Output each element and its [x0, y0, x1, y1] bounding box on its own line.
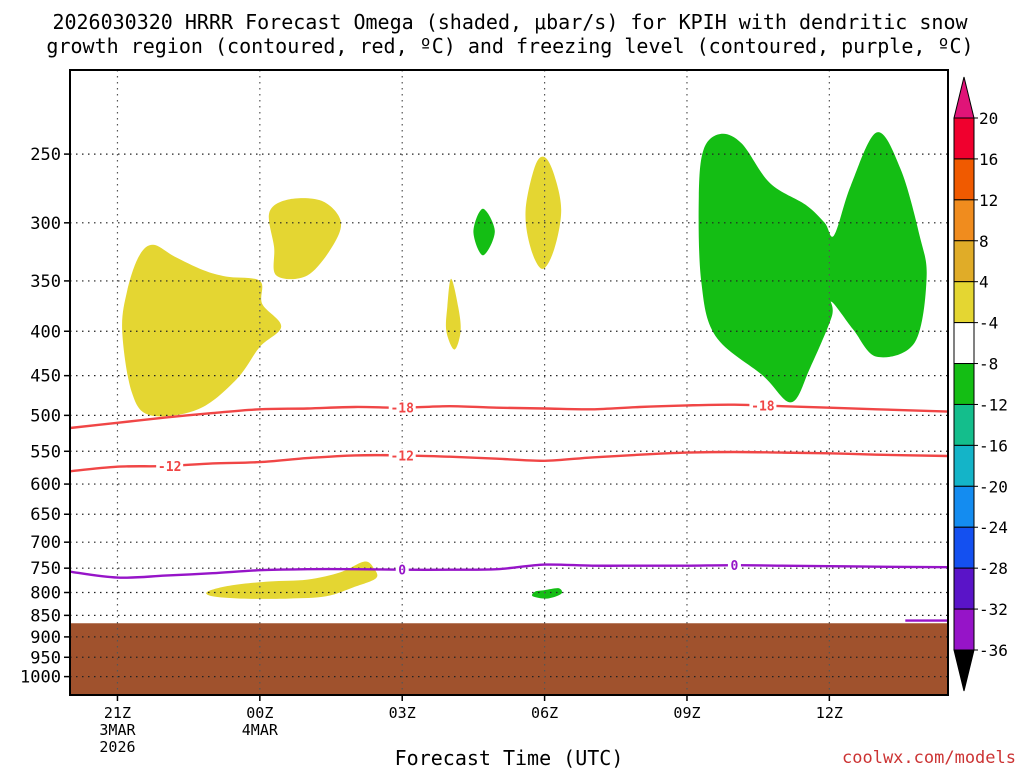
x-tick-label: 03Z [389, 704, 416, 722]
colorbar-label: -20 [979, 477, 1008, 496]
contour-label-background [749, 398, 777, 413]
y-tick-label: 850 [30, 606, 61, 626]
x-axis-title: Forecast Time (UTC) [395, 746, 624, 768]
colorbar-swatch [953, 281, 975, 324]
contour-label: -18 [751, 399, 775, 414]
contour-label-background [388, 448, 416, 463]
colorbar-label: -28 [979, 559, 1008, 578]
colorbar-swatch [953, 526, 975, 569]
grid-layer [70, 70, 948, 695]
chart-title-line-1: 2026030320 HRRR Forecast Omega (shaded, … [52, 10, 968, 34]
colorbar-swatch [953, 403, 975, 446]
contour-label-background [395, 562, 409, 577]
terrain-layer [70, 623, 948, 695]
colorbar-label: 8 [979, 232, 989, 251]
omega-region [206, 561, 378, 599]
omega-region [473, 208, 495, 256]
colorbar-swatch [953, 199, 975, 242]
y-tick-label: 300 [30, 214, 61, 234]
contour-label: -18 [390, 402, 414, 417]
credit-text: coolwx.com/models [842, 748, 1016, 768]
terrain-below-ground [70, 623, 948, 695]
colorbar-swatch [953, 158, 975, 201]
x-tick-label: 12Z [816, 704, 843, 722]
y-tick-label: 1000 [20, 668, 61, 688]
colorbar-label: -8 [979, 355, 998, 374]
colorbar-label: 16 [979, 150, 998, 169]
colorbar-label: -12 [979, 395, 1008, 414]
omega-region [698, 132, 927, 403]
x-tick-label: 00Z [246, 704, 273, 722]
contour-label-background [388, 400, 416, 415]
x-tick-label: 2026 [99, 738, 135, 756]
chart-title: 2026030320 HRRR Forecast Omega (shaded, … [46, 10, 973, 58]
contour-line [69, 563, 949, 579]
y-tick-label: 600 [30, 475, 61, 495]
contour-label: -12 [390, 449, 413, 464]
colorbar-swatch [953, 363, 975, 405]
colorbar-swatch [953, 608, 975, 651]
omega-region [525, 156, 562, 269]
colorbar-label: 4 [979, 273, 989, 292]
contour-label-background [727, 558, 741, 573]
y-tick-label: 500 [30, 406, 61, 426]
colorbar-bottom-arrow [953, 649, 975, 692]
contour-label: 0 [398, 564, 406, 579]
y-tick-label: 400 [30, 322, 61, 342]
contour-line [69, 450, 949, 473]
colorbar-label: -36 [979, 641, 1008, 660]
y-tick-label: 250 [30, 145, 61, 165]
x-tick-label: 09Z [673, 704, 700, 722]
x-tick-label: 06Z [531, 704, 558, 722]
x-tick-label: 4MAR [242, 721, 279, 739]
colorbar-swatch [953, 322, 975, 365]
colorbar-swatch [953, 444, 975, 487]
y-tick-label: 450 [30, 367, 61, 387]
colorbar-label: -16 [979, 436, 1008, 455]
colorbar: 20 16 12 8 4 -4 -8 -12 -16 -20 -24 -28 -32 -36 [953, 76, 1008, 692]
contour-label: 0 [731, 559, 739, 574]
colorbar-swatch [953, 240, 975, 283]
contour-label: -12 [158, 460, 181, 475]
contour-layer: -18 -18 -12 -12 0 0 [69, 398, 949, 622]
omega-shading-layer [122, 132, 927, 599]
y-tick-label: 350 [30, 272, 61, 292]
y-tick-label: 650 [30, 505, 61, 525]
y-tick-label: 800 [30, 584, 61, 604]
colorbar-swatch [953, 117, 975, 160]
y-tick-label: 950 [30, 648, 61, 668]
colorbar-label: -32 [979, 600, 1008, 619]
x-tick-label: 21Z [104, 704, 131, 722]
contour-label-background [156, 459, 184, 474]
colorbar-label: -4 [979, 314, 998, 333]
y-tick-label: 900 [30, 628, 61, 648]
contour-line [69, 403, 949, 430]
colorbar-label: -24 [979, 518, 1008, 537]
colorbar-label: 12 [979, 191, 998, 210]
y-tick-label: 700 [30, 533, 61, 553]
omega-region [531, 588, 563, 599]
colorbar-swatch [953, 567, 975, 610]
omega-region [268, 198, 342, 280]
y-tick-label: 550 [30, 442, 61, 462]
omega-region [445, 278, 461, 350]
y-tick-label: 750 [30, 559, 61, 579]
colorbar-swatch [953, 485, 975, 528]
omega-region [122, 244, 282, 417]
chart-title-line-2: growth region (contoured, red, ºC) and f… [46, 34, 973, 58]
x-tick-label: 3MAR [99, 721, 136, 739]
colorbar-top-arrow [953, 76, 975, 119]
colorbar-label: 20 [979, 109, 998, 128]
y-axis: 2503003504004505005506006507007508008509… [20, 145, 70, 688]
plot-frame [69, 69, 949, 696]
